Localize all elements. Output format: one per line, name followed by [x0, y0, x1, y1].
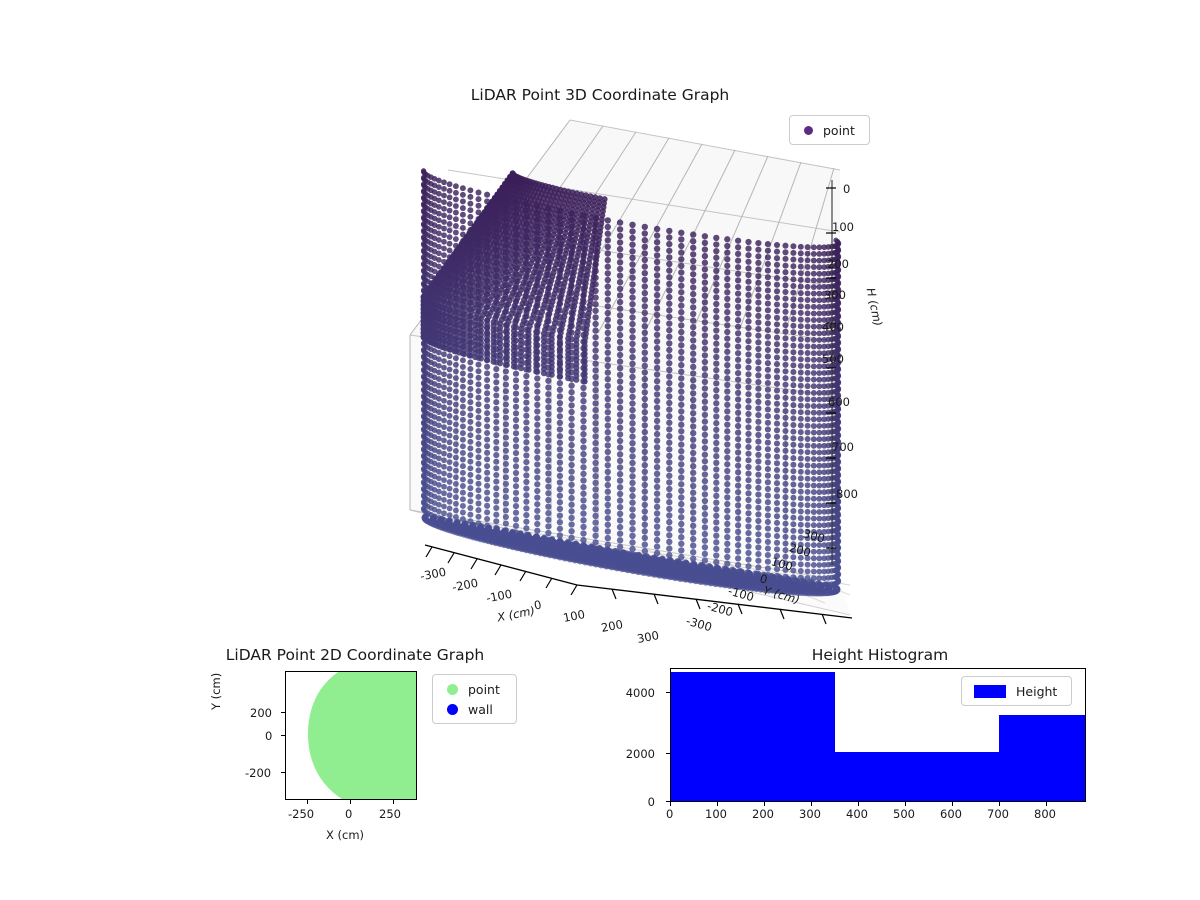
- legend-swatch-height-icon: [974, 684, 1006, 698]
- tick-z-3d-1: 100: [832, 220, 854, 234]
- panel-hist-title: Height Histogram: [811, 646, 949, 664]
- tick-z-3d-8: 800: [836, 487, 858, 501]
- tick-y-2d-2: -200: [245, 766, 272, 780]
- tick-x-hist-3: 300: [799, 807, 821, 821]
- tick-x-hist-7: 700: [987, 807, 1009, 821]
- tickmark-x-hist-6: [952, 802, 953, 806]
- tickmark-x-2d-2: [393, 800, 394, 804]
- tick-z-3d-6: 600: [828, 395, 850, 409]
- tickmark-x-hist-4: [858, 802, 859, 806]
- tickmark-x-hist-5: [905, 802, 906, 806]
- hist-bar-0: [671, 672, 835, 801]
- legend-marker-wall-icon: [447, 703, 458, 715]
- axis-label-x-2d: X (cm): [326, 828, 365, 842]
- panel-3d-title: LiDAR Point 3D Coordinate Graph: [470, 86, 730, 104]
- histogram-bars: [671, 672, 1085, 801]
- tickmark-x-hist-2: [764, 802, 765, 806]
- legend-item-wall-2d[interactable]: wall: [441, 699, 508, 719]
- tickmark-x-hist-0: [670, 802, 671, 806]
- legend-item-height[interactable]: Height: [970, 681, 1063, 701]
- tick-z-3d-2: 200: [827, 257, 849, 271]
- legend-marker-point-icon: [804, 125, 813, 135]
- tick-y-hist-1: 2000: [625, 747, 655, 761]
- panel-hist-legend[interactable]: Height: [961, 676, 1073, 706]
- tick-y-hist-2: 4000: [625, 686, 655, 700]
- tick-x-2d-2: 250: [379, 807, 401, 821]
- tickmark-x-2d-0: [307, 800, 308, 804]
- panel-3d-legend[interactable]: point: [789, 115, 870, 145]
- tick-x-2d-1: 0: [345, 807, 353, 821]
- tickmark-y-hist-0: [666, 801, 670, 802]
- tick-x-2d-0: -250: [288, 807, 315, 821]
- tick-z-3d-3: 300: [824, 288, 846, 302]
- point-cloud-3d: [420, 168, 842, 597]
- tickmark-y-2d-0: [281, 712, 285, 713]
- panel-2d-scatter: [308, 672, 416, 799]
- legend-item-point-2d[interactable]: point: [441, 679, 508, 699]
- tick-x-hist-1: 100: [705, 807, 727, 821]
- legend-label-height: Height: [1016, 683, 1058, 699]
- tick-x-hist-2: 200: [752, 807, 774, 821]
- legend-item-point-3d[interactable]: point: [798, 120, 861, 140]
- hist-bar-2: [999, 715, 1085, 801]
- tick-x-hist-0: 0: [666, 807, 674, 821]
- panel-2d-axes: [285, 671, 417, 800]
- legend-label-point-3d: point: [823, 122, 855, 138]
- tick-y-2d-0: 200: [250, 706, 272, 720]
- axis-label-y-2d: Y (cm): [209, 672, 223, 710]
- tick-z-3d-0: 0: [843, 182, 851, 196]
- axes-3d-ticks: [425, 187, 836, 625]
- tickmark-y-2d-2: [281, 772, 285, 773]
- legend-marker-point-icon-2d: [447, 683, 458, 695]
- tick-y-hist-0: 0: [647, 795, 655, 809]
- tickmark-x-hist-7: [999, 802, 1000, 806]
- tickmark-y-hist-2: [666, 692, 670, 693]
- tick-z-3d-5: 500: [822, 352, 844, 366]
- tickmark-x-hist-8: [1046, 802, 1047, 806]
- panel-2d-legend[interactable]: point wall: [432, 674, 517, 724]
- tickmark-y-2d-1: [281, 735, 285, 736]
- tick-z-3d-4: 400: [822, 320, 844, 334]
- tickmark-x-hist-3: [811, 802, 812, 806]
- tick-x-hist-6: 600: [940, 807, 962, 821]
- tick-x-hist-5: 500: [893, 807, 915, 821]
- tick-x-hist-4: 400: [846, 807, 868, 821]
- tickmark-x-hist-1: [717, 802, 718, 806]
- tick-z-3d-7: 700: [832, 440, 854, 454]
- tickmark-x-2d-1: [350, 800, 351, 804]
- tick-y-2d-1: 0: [265, 729, 273, 743]
- legend-label-point-2d: point: [468, 681, 500, 697]
- hist-bar-1: [835, 752, 999, 801]
- tick-x-hist-8: 800: [1034, 807, 1056, 821]
- panel-3d-plot: [409, 119, 853, 625]
- tickmark-y-hist-1: [666, 753, 670, 754]
- panel-2d-title: LiDAR Point 2D Coordinate Graph: [225, 646, 485, 664]
- legend-label-wall-2d: wall: [468, 701, 493, 717]
